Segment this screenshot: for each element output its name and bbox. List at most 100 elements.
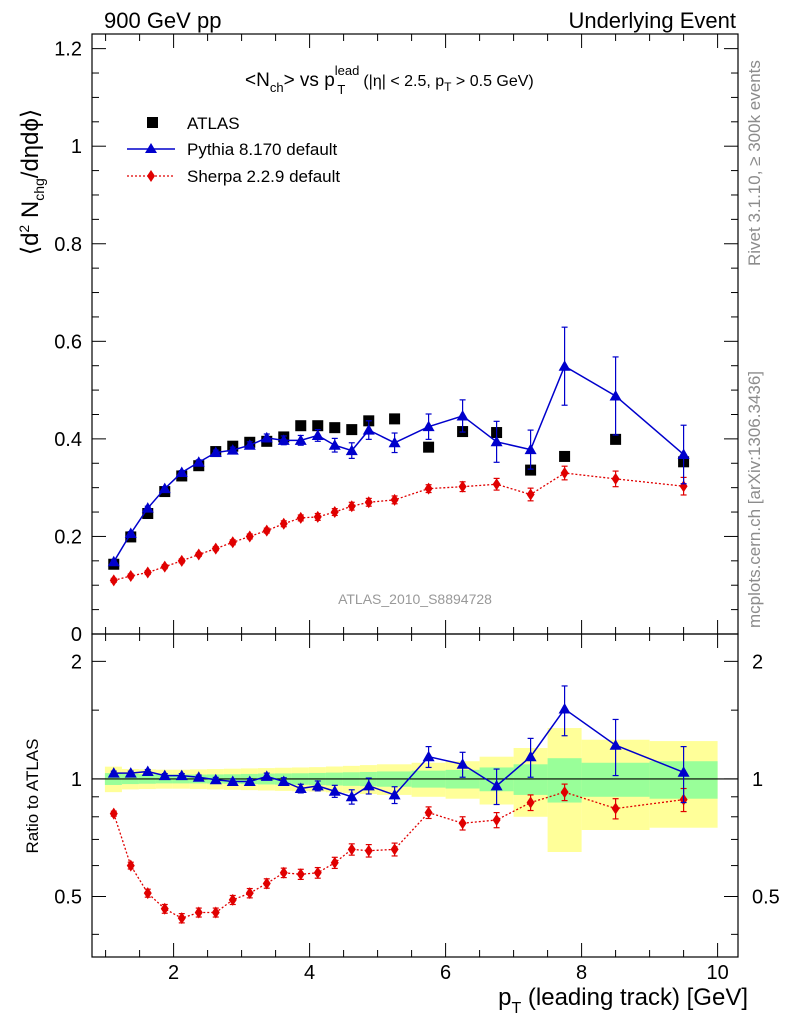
ratio-panel: 2 4 6 8 10 0.5 0.5 1 1 2 2 Ratio to ATLAS pT (lead… [23, 633, 780, 1017]
ratio-sherpa-point [143, 887, 152, 900]
main-y-tick-label: 0.4 [54, 429, 82, 451]
sherpa-point [177, 554, 186, 567]
sherpa-point [364, 496, 373, 509]
pythia-point [192, 456, 205, 467]
x-tick-label: 6 [440, 962, 451, 984]
ratio-pythia-point [124, 767, 137, 778]
ratio-sherpa-point [526, 796, 535, 809]
sherpa-point [611, 472, 620, 485]
legend-sherpa-label: Sherpa 2.2.9 default [187, 167, 340, 186]
legend-sherpa-marker [147, 170, 155, 182]
ratio-y-axis-label: Ratio to ATLAS [23, 739, 42, 854]
main-axis-ticks: 0 0.2 0.4 0.6 0.8 1 1.2 [54, 34, 738, 646]
ratio-sherpa-point [279, 866, 288, 879]
ratio-sherpa-point [160, 902, 169, 915]
pythia-point [175, 466, 188, 478]
main-y-tick-label: 1 [71, 136, 82, 158]
sherpa-point [279, 517, 288, 530]
ratio-pythia-point [362, 779, 375, 791]
ratio-pythia-point [328, 785, 341, 796]
ratio-sherpa-point [177, 912, 186, 925]
ratio-sherpa-point [109, 807, 118, 820]
pythia-point [524, 443, 537, 455]
ylabel-part-c: /dηdϕ⟩ [17, 109, 44, 179]
sherpa-point [347, 500, 356, 513]
ratio-y-tick-label: 2 [71, 651, 82, 673]
atlas-point [559, 450, 571, 462]
ratio-sherpa-point [611, 802, 620, 815]
ratio-pythia-point [345, 790, 358, 802]
ratio-pythia-point [422, 750, 435, 762]
ratio-pythia-point [107, 767, 120, 778]
sherpa-point [330, 506, 339, 519]
xlabel-rest: (leading track) [GeV] [521, 984, 748, 1011]
ratio-pythia-point [141, 765, 154, 776]
ratio-y-tick-label: 0.5 [54, 887, 82, 909]
mcplots-credit-text: mcplots.cern.ch [arXiv:1306.3436] [745, 371, 764, 628]
pythia-point [260, 431, 273, 443]
header-left-text: 900 GeV pp [104, 8, 221, 33]
sherpa-point [109, 574, 118, 587]
ratio-pythia-point [311, 779, 324, 791]
sherpa-point [560, 467, 569, 480]
ratio-pythia-point [277, 775, 290, 786]
ratio-sherpa-point [194, 906, 203, 919]
xlabel-p: p [498, 984, 511, 1011]
ratio-pythia-point [490, 779, 503, 791]
main-plot-title: <Nch> vs plead T (|η| < 2.5, pT > 0.5 GeV) [245, 63, 534, 97]
atlas-point [525, 464, 537, 476]
ratio-sherpa-point [262, 877, 271, 890]
ratio-pythia-point [209, 773, 222, 785]
atlas-point [346, 424, 358, 436]
ratio-sherpa-point [390, 843, 399, 856]
title-cut-end: > 0.5 GeV) [451, 73, 533, 90]
ratio-pythia-point [456, 758, 469, 769]
sherpa-line [113, 472, 684, 581]
ratio-y-tick-label-right: 0.5 [752, 887, 780, 909]
ratio-pythia-point [192, 771, 205, 782]
atlas-point [329, 422, 341, 434]
ratio-pythia-point [158, 769, 171, 781]
pythia-point [311, 429, 324, 440]
ratio-sherpa-point [245, 887, 254, 900]
x-tick-label: 2 [168, 962, 179, 984]
main-y-tick-label: 0.2 [54, 526, 82, 548]
pythia-point [609, 389, 622, 401]
ratio-pythia-point [226, 775, 239, 786]
pythia-point [345, 444, 358, 456]
sherpa-point [424, 482, 433, 495]
title-p-sup: lead [335, 63, 360, 78]
ylabel-part-b: N [17, 201, 44, 225]
ratio-pythia-point [558, 703, 571, 714]
pythia-point [243, 439, 256, 450]
ratio-sherpa-point [458, 817, 467, 830]
ratio-sherpa-point [492, 813, 501, 826]
sherpa-point [228, 536, 237, 549]
sherpa-point [126, 569, 135, 582]
ratio-plot-marks [92, 685, 738, 925]
title-cut-sub: T [444, 80, 452, 94]
ratio-y-tick-label-right: 2 [752, 651, 763, 673]
atlas-point [312, 420, 324, 432]
title-vs: > vs p [284, 70, 335, 91]
legend-atlas-label: ATLAS [187, 114, 240, 133]
atlas-point [142, 508, 154, 520]
pythia-point [124, 527, 137, 539]
pythia-point [277, 434, 290, 445]
main-panel: 00.20.40.60.811.2 <Nch> vs plead T (|η| < … [16, 33, 739, 646]
sherpa-point [526, 488, 535, 501]
ratio-sherpa-point [560, 786, 569, 799]
pythia-point [388, 436, 401, 448]
ratio-sherpa-point [228, 893, 237, 906]
analysis-watermark: ATLAS_2010_S8894728 [338, 591, 492, 607]
ylabel-sub: chg [31, 178, 47, 201]
ratio-pythia-point [175, 769, 188, 781]
pythia-point [158, 482, 171, 494]
pythia-point [558, 360, 571, 371]
ratio-y-tick-label-right: 1 [752, 769, 763, 791]
main-y-tick-label: 0.6 [54, 331, 82, 353]
pythia-point [209, 446, 222, 458]
sherpa-point [458, 480, 467, 493]
legend-pythia-marker [145, 143, 157, 153]
pythia-point [456, 409, 469, 421]
